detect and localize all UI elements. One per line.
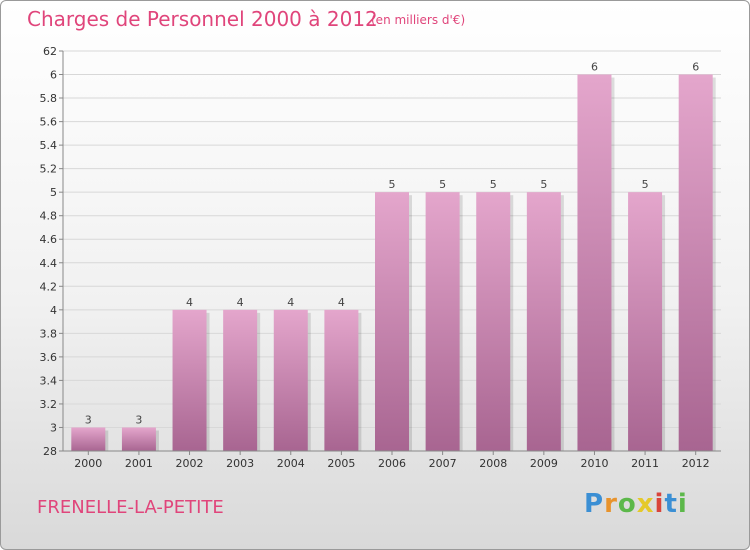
x-tick-label: 2005: [327, 457, 355, 470]
y-tick-label: 3.8: [40, 327, 58, 340]
y-tick-label: 5.4: [40, 139, 58, 152]
logo-letter: t: [664, 489, 678, 519]
bar: [172, 309, 207, 451]
y-tick-label: 5: [50, 186, 57, 199]
y-tick-label: 3: [50, 421, 57, 434]
bar: [476, 192, 511, 452]
bar-value-label: 6: [591, 61, 598, 74]
bar-value-label: 5: [642, 178, 649, 191]
bar: [223, 309, 258, 451]
y-tick-label: 5.6: [40, 116, 58, 129]
bar: [678, 74, 713, 451]
bar: [425, 192, 460, 452]
bar-value-label: 4: [287, 296, 294, 309]
bar: [577, 74, 612, 451]
logo-letter: i: [677, 489, 688, 519]
chart-subtitle: (en milliers d'€): [371, 13, 466, 27]
bar-value-label: 5: [540, 178, 547, 191]
commune-name: FRENELLE-LA-PETITE: [37, 497, 224, 518]
y-tick-label: 4.4: [40, 257, 58, 270]
x-tick-label: 2002: [176, 457, 204, 470]
y-tick-label: 3.4: [40, 374, 58, 387]
x-tick-label: 2011: [631, 457, 659, 470]
y-tick-label: 3.6: [40, 351, 58, 364]
y-tick-label: 5.2: [40, 163, 58, 176]
bar-value-label: 4: [186, 296, 193, 309]
proxiti-logo: Proxiti: [584, 489, 688, 519]
y-tick-label: 4: [50, 304, 57, 317]
bar: [71, 427, 106, 451]
x-tick-label: 2004: [277, 457, 305, 470]
bar-value-label: 5: [389, 178, 396, 191]
y-tick-label: 4.6: [40, 233, 58, 246]
y-tick-label: 62: [43, 45, 57, 58]
bar: [324, 309, 359, 451]
bars: [71, 74, 716, 452]
x-tick-label: 2000: [74, 457, 102, 470]
logo-letter: i: [654, 489, 665, 519]
bar-value-label: 5: [490, 178, 497, 191]
x-tick-label: 2006: [378, 457, 406, 470]
bar: [375, 192, 409, 452]
logo-letter: x: [636, 489, 655, 519]
y-tick-label: 5.8: [40, 92, 58, 105]
bar-value-label: 4: [237, 296, 244, 309]
x-tick-label: 2003: [226, 457, 254, 470]
bar: [273, 309, 308, 451]
bar-value-label: 3: [85, 413, 92, 426]
chart-title: Charges de Personnel 2000 à 2012: [27, 7, 378, 31]
x-tick-label: 2010: [580, 457, 608, 470]
x-tick-label: 2009: [530, 457, 558, 470]
x-tick-label: 2001: [125, 457, 153, 470]
x-tick-label: 2012: [682, 457, 710, 470]
y-tick-label: 3.2: [40, 398, 58, 411]
y-tick-label: 4.2: [40, 280, 58, 293]
logo-letter: r: [604, 489, 618, 519]
logo-letter: P: [584, 489, 605, 519]
y-tick-label: 4.8: [40, 210, 58, 223]
x-tick-label: 2008: [479, 457, 507, 470]
bar: [526, 192, 561, 452]
labels: 28 3 3.2 3.4 3.6 3.8 4 4.2 4.4 4.6 4.8 5 5.2 5.4 5.6 5.…: [40, 45, 710, 470]
bar-value-label: 3: [135, 413, 142, 426]
axes: [59, 50, 721, 455]
bar: [121, 427, 156, 451]
y-tick-label: 6: [50, 69, 57, 82]
bar-value-label: 5: [439, 178, 446, 191]
bar-value-label: 6: [692, 61, 699, 74]
bar-value-label: 4: [338, 296, 345, 309]
bar: [628, 192, 663, 452]
y-tick-label: 28: [43, 445, 57, 458]
x-tick-label: 2007: [429, 457, 457, 470]
logo-letter: o: [617, 489, 637, 519]
